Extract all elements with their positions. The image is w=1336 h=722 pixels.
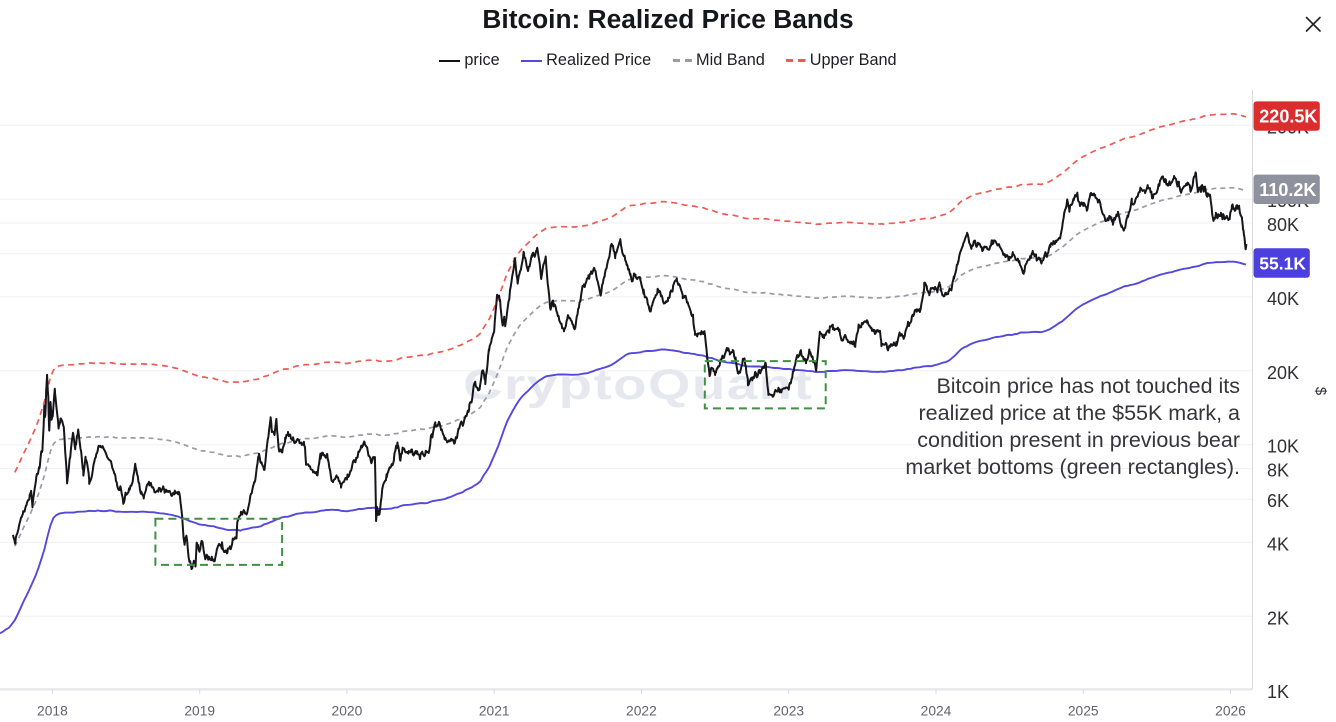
svg-text:2018: 2018 (37, 704, 68, 719)
svg-text:20K: 20K (1267, 363, 1299, 383)
svg-text:40K: 40K (1267, 289, 1299, 309)
svg-text:55.1K: 55.1K (1259, 254, 1306, 274)
svg-text:220.5K: 220.5K (1259, 107, 1317, 127)
svg-text:CryptoQuant: CryptoQuant (463, 361, 813, 408)
svg-text:8K: 8K (1267, 461, 1289, 481)
svg-text:110.2K: 110.2K (1259, 180, 1316, 200)
svg-text:2020: 2020 (332, 704, 363, 719)
svg-text:2019: 2019 (184, 704, 215, 719)
svg-text:2024: 2024 (921, 704, 952, 719)
svg-text:80K: 80K (1267, 215, 1299, 235)
svg-text:4K: 4K (1267, 534, 1289, 554)
svg-text:$: $ (1312, 387, 1329, 396)
svg-text:2K: 2K (1267, 608, 1289, 628)
svg-text:10K: 10K (1267, 437, 1299, 457)
svg-text:6K: 6K (1267, 491, 1289, 511)
svg-text:2022: 2022 (626, 704, 657, 719)
svg-text:2023: 2023 (773, 704, 804, 719)
svg-text:1K: 1K (1267, 682, 1289, 702)
svg-text:2026: 2026 (1215, 704, 1246, 719)
svg-text:2021: 2021 (479, 704, 510, 719)
svg-text:2025: 2025 (1068, 704, 1099, 719)
